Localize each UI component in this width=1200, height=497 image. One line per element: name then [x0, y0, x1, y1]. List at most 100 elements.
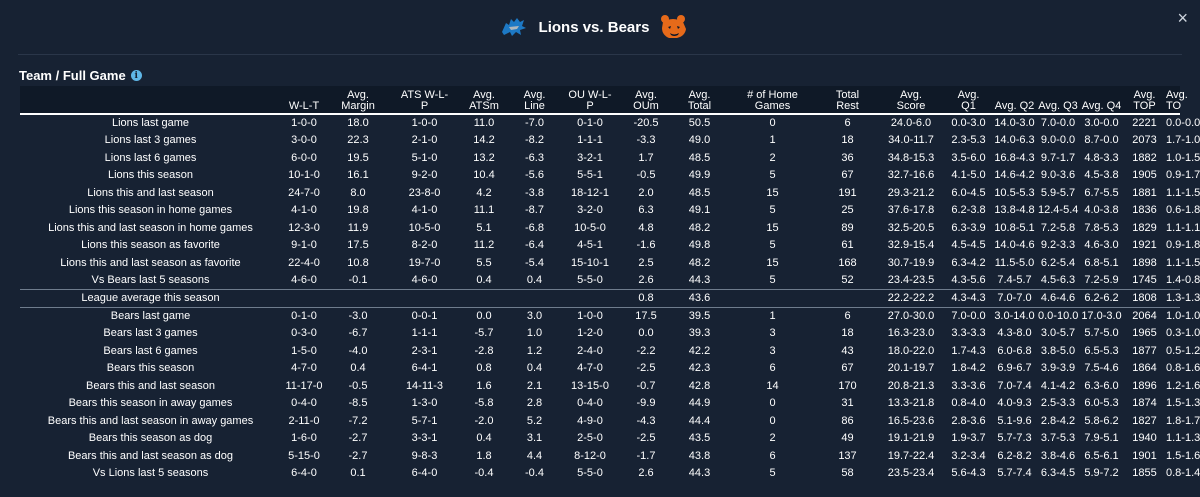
column-header-line1: Avg. [900, 89, 922, 101]
table-cell: 14.0-3.0 [994, 117, 1035, 129]
column-header[interactable]: Avg. OUm [620, 86, 672, 115]
table-cell: 5.5 [476, 256, 492, 269]
table-cell: 43.6 [672, 289, 727, 308]
table-cell: 11.1 [473, 204, 495, 217]
table-cell: 1827 [1132, 414, 1157, 427]
table-cell: 7.0-7.4 [997, 379, 1032, 392]
table-cell: 18-12-1 [571, 186, 609, 199]
table-cell: 49.8 [688, 239, 711, 252]
column-header-line2: Rest [836, 100, 859, 112]
table-cell: 10-5-0 [408, 221, 441, 234]
table-cell: 10.8 [347, 256, 369, 269]
table-cell: 14.0-6.3 [994, 134, 1035, 147]
table-cell: -2.7 [348, 432, 368, 445]
table-cell: 6.3-4.5 [1040, 467, 1076, 480]
table-cell: 6.2-5.4 [1040, 256, 1076, 269]
league-average-row: League average this season 0.8 43.6 22.2-22… [20, 289, 1200, 308]
table-cell: 3.3-3.3 [951, 327, 986, 340]
table-cell: 0.8-1.4 [1166, 467, 1200, 480]
table-row: Bears last 3 games 0-3-0 -6.7 1-1-1 -5.7 1.0 1… [20, 325, 1200, 343]
table-cell: 4-6-0 [411, 274, 438, 286]
table-cell: 1.0 [526, 327, 543, 340]
table-cell: 1.2 [526, 344, 543, 357]
table-cell: 15-10-1 [571, 256, 609, 269]
table-cell: 1.8-1.7 [1166, 414, 1200, 427]
column-header[interactable]: Avg. Line [509, 86, 560, 115]
column-header-line1: Total [835, 89, 860, 101]
column-header[interactable]: Avg. ATSm [459, 86, 509, 115]
close-icon[interactable]: × [1177, 8, 1188, 28]
table-cell: -0.1 [348, 274, 368, 286]
table-cell: -8.5 [348, 397, 368, 410]
table-cell: 1.6 [476, 379, 492, 392]
table-cell: 6.9-6.7 [997, 362, 1032, 375]
table-cell: -2.5 [636, 362, 656, 375]
column-header[interactable]: Avg. Q3 [1037, 86, 1079, 115]
table-row: Lions last 6 games 6-0-0 19.5 5-1-0 13.2 -6.3… [20, 150, 1200, 168]
table-cell: 4.5-6.3 [1040, 274, 1076, 286]
column-header[interactable]: Avg. Score [877, 86, 945, 115]
column-header[interactable]: Avg. Q2 [992, 86, 1037, 115]
table-cell: 44.3 [688, 274, 711, 286]
table-cell: 22.3 [347, 134, 369, 147]
table-cell: 23.5-23.4 [887, 467, 935, 480]
table-cell: 1745 [1132, 274, 1157, 286]
table-cell: 7.2-5.9 [1084, 274, 1119, 286]
table-cell: -5.6 [525, 169, 544, 182]
column-header[interactable]: W-L-T [282, 86, 326, 115]
table-cell: 25 [841, 204, 854, 217]
table-cell: 2.6 [638, 467, 654, 480]
table-cell: 2.1 [526, 379, 543, 392]
table-cell: 8.0 [350, 186, 366, 199]
table-cell: 14 [766, 379, 779, 392]
table-cell: 1877 [1132, 344, 1157, 357]
column-header[interactable]: Avg. Q1 [945, 86, 992, 115]
table-cell: 4.3-5.6 [951, 274, 986, 286]
table-cell: 1881 [1132, 186, 1157, 199]
column-header[interactable]: # of Home Games [727, 86, 818, 115]
table-cell: 4-9-0 [577, 414, 603, 427]
column-header[interactable]: Avg. TO [1165, 86, 1188, 115]
table-cell: 6-0-0 [291, 151, 317, 164]
table-cell: 67 [841, 362, 854, 375]
table-cell: 5.6-4.3 [951, 467, 986, 480]
table-cell: 4-7-0 [291, 362, 317, 375]
column-header[interactable]: Avg. Q4 [1079, 86, 1124, 115]
row-label: Bears this and last season in away games [47, 414, 254, 427]
table-cell: -2.5 [636, 432, 656, 445]
table-cell: 9.7-1.7 [1040, 151, 1076, 164]
column-header-line1: # of Home [747, 89, 798, 101]
column-header-line2: W-L-T [288, 100, 320, 112]
table-cell: 1-6-0 [291, 432, 317, 445]
table-cell: -2.2 [636, 344, 656, 357]
column-header[interactable]: Avg. Total [672, 86, 727, 115]
table-cell: 5.9-7.2 [1084, 467, 1119, 480]
column-header[interactable]: Avg. TOP [1124, 86, 1165, 115]
table-cell: 2.8-3.6 [951, 414, 986, 427]
info-icon[interactable]: i [130, 70, 142, 81]
column-header[interactable]: Avg. Margin [326, 86, 390, 115]
table-cell: 3.5-6.0 [951, 151, 986, 164]
row-label: Bears this season [106, 362, 195, 375]
table-cell: 3.2-3.4 [951, 449, 986, 462]
column-header[interactable]: OU W-L- P [560, 86, 620, 115]
table-cell: 2-1-0 [411, 134, 438, 147]
column-header[interactable]: ATS W-L- P [390, 86, 459, 115]
row-label: Lions this and last season [87, 186, 214, 199]
column-header[interactable]: Total Rest [818, 86, 877, 115]
table-cell: -6.8 [525, 221, 544, 234]
table-cell: 1-3-0 [411, 397, 438, 410]
table-cell: 191 [838, 186, 857, 199]
column-header-line2: Line [524, 100, 545, 112]
column-header-line2: Avg. Q3 [1038, 100, 1078, 112]
table-cell: 7.0-0.0 [951, 310, 986, 322]
table-cell: 6.0-6.8 [997, 344, 1032, 357]
table-cell: 6.3 [638, 204, 654, 217]
table-cell: 7.5-4.6 [1084, 362, 1119, 375]
table-cell: 23-8-0 [408, 186, 441, 199]
table-cell: 49.0 [688, 134, 711, 147]
table-cell: 1-1-1 [411, 327, 438, 340]
table-cell: 11.5-5.0 [994, 256, 1035, 269]
column-header[interactable] [20, 86, 282, 115]
table-cell: 34.8-15.3 [887, 151, 935, 164]
